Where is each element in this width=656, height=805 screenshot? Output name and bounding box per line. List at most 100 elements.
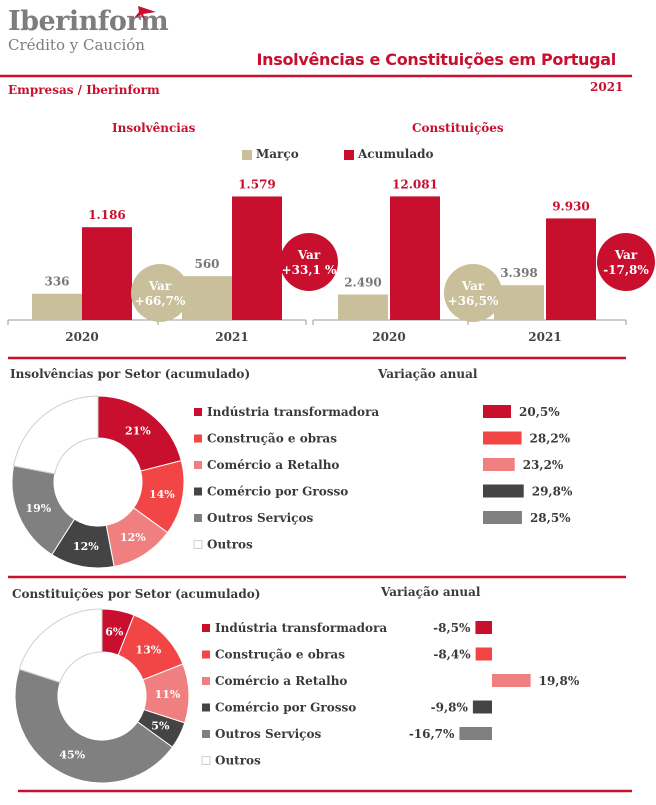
- section-title-constituicoes-setor: Constituições por Setor (acumulado): [12, 587, 261, 601]
- variation-title-2: Variação anual: [381, 585, 481, 599]
- donut-slice-label: 45%: [59, 748, 85, 761]
- donut-slice-label: 19%: [25, 502, 51, 515]
- var-bubble-label: Var: [614, 248, 638, 262]
- variation-bar: [483, 484, 524, 498]
- bar-marco-2021: [494, 285, 544, 320]
- var-bubble-value: +36,5%: [448, 294, 499, 308]
- section-title-insolvencias-setor: Insolvências por Setor (acumulado): [10, 367, 251, 381]
- variation-value-label: 28,2%: [530, 432, 571, 446]
- var-bubble-label: Var: [297, 248, 321, 262]
- variation-value-label: 20,5%: [519, 405, 560, 419]
- variation-bar: [492, 674, 531, 687]
- donut-slice-label: 12%: [73, 540, 99, 553]
- bar-marco-2020: [338, 294, 388, 320]
- bar-value-label: 12.081: [392, 177, 438, 191]
- donut-slice-label: 5%: [151, 720, 170, 733]
- variation-value-label: -16,7%: [409, 727, 455, 741]
- donut-slice: [18, 608, 103, 684]
- legend-label: Outros: [215, 754, 261, 768]
- bar-value-label: 9.930: [552, 199, 590, 213]
- year-label: 2021: [590, 80, 624, 94]
- bar-marco-2020: [32, 293, 82, 320]
- legend-label: Outros: [207, 538, 253, 552]
- legend-swatch: [194, 434, 202, 443]
- variation-value-label: -8,5%: [433, 621, 471, 635]
- variation-bar: [483, 405, 512, 418]
- x-tick-label: 2021: [215, 330, 248, 344]
- donut-slice-label: 12%: [120, 531, 146, 544]
- variation-value-label: 23,2%: [523, 458, 564, 472]
- bar-value-label: 336: [44, 275, 69, 289]
- chart-title-insolvencias: Insolvências: [112, 121, 196, 135]
- legend-label-marco: Março: [256, 147, 299, 161]
- var-bubble-label: Var: [461, 279, 485, 293]
- bar-value-label: 1.186: [88, 208, 126, 222]
- legend-swatch: [201, 756, 211, 765]
- legend-label: Construção e obras: [207, 432, 337, 446]
- donut-slice: [14, 668, 174, 784]
- chart-title-constituicoes: Constituições: [412, 121, 504, 135]
- var-bubble: [597, 233, 655, 291]
- donut-slice-label: 21%: [125, 425, 151, 438]
- variation-bar: [475, 647, 492, 661]
- variation-value-label: 28,5%: [530, 511, 571, 525]
- donut-slice-label: 6%: [105, 626, 124, 639]
- bar-acumulado-2020: [390, 196, 440, 320]
- variation-bar: [472, 700, 492, 714]
- variation-bar: [459, 727, 492, 740]
- legend-label: Comércio a Retalho: [215, 674, 347, 688]
- legend-label: Construção e obras: [215, 648, 345, 662]
- var-bubble-value: +66,7%: [135, 294, 186, 308]
- var-bubble: [444, 264, 502, 322]
- variation-bar: [483, 511, 522, 524]
- legend-swatch-acumulado: [344, 150, 354, 160]
- bar-value-label: 560: [194, 257, 219, 271]
- donut-slice-label: 11%: [155, 688, 181, 701]
- legend-label: Comércio por Grosso: [215, 701, 356, 715]
- donut-slice-label: 13%: [135, 644, 161, 657]
- variation-value-label: -8,4%: [433, 648, 471, 662]
- var-bubble: [280, 233, 338, 291]
- legend-swatch-marco: [242, 150, 252, 160]
- donut-slice: [12, 395, 99, 475]
- variation-value-label: -9,8%: [431, 701, 469, 715]
- legend-swatch: [194, 514, 202, 522]
- variation-bar: [483, 458, 515, 471]
- var-bubble-value: +33,1 %: [282, 263, 337, 277]
- legend-label-acumulado: Acumulado: [358, 147, 434, 161]
- legend-swatch: [202, 677, 210, 685]
- var-bubble-label: Var: [148, 279, 172, 293]
- bar-acumulado-2020: [82, 227, 132, 320]
- variation-value-label: 29,8%: [532, 485, 573, 499]
- variation-bar: [483, 431, 522, 445]
- var-bubble-value: -17,8%: [603, 263, 649, 277]
- variation-bar: [475, 621, 492, 634]
- bar-marco-2021: [182, 276, 232, 320]
- legend-label: Comércio por Grosso: [207, 485, 348, 499]
- legend-label: Indústria transformadora: [215, 621, 387, 635]
- subheader-label: Empresas / Iberinform: [8, 83, 160, 97]
- bar-acumulado-2021: [232, 196, 282, 320]
- variation-title-1: Variação anual: [378, 367, 478, 381]
- legend-swatch: [194, 461, 202, 469]
- x-tick-label: 2021: [528, 330, 561, 344]
- legend-swatch: [193, 540, 203, 549]
- legend-swatch: [202, 730, 210, 738]
- page-title: Insolvências e Constituições em Portugal: [256, 50, 616, 69]
- legend-label: Indústria transformadora: [207, 405, 379, 419]
- legend-label: Outros Serviços: [207, 511, 313, 525]
- var-bubble: [131, 264, 189, 322]
- legend-label: Comércio a Retalho: [207, 458, 339, 472]
- bar-acumulado-2021: [546, 218, 596, 320]
- brand-subtitle: Crédito y Caución: [8, 36, 145, 54]
- legend-label: Outros Serviços: [215, 727, 321, 741]
- legend-swatch: [202, 624, 210, 632]
- x-tick-label: 2020: [372, 330, 405, 344]
- legend-swatch: [194, 408, 202, 416]
- x-tick-label: 2020: [65, 330, 98, 344]
- bar-value-label: 3.398: [500, 266, 538, 280]
